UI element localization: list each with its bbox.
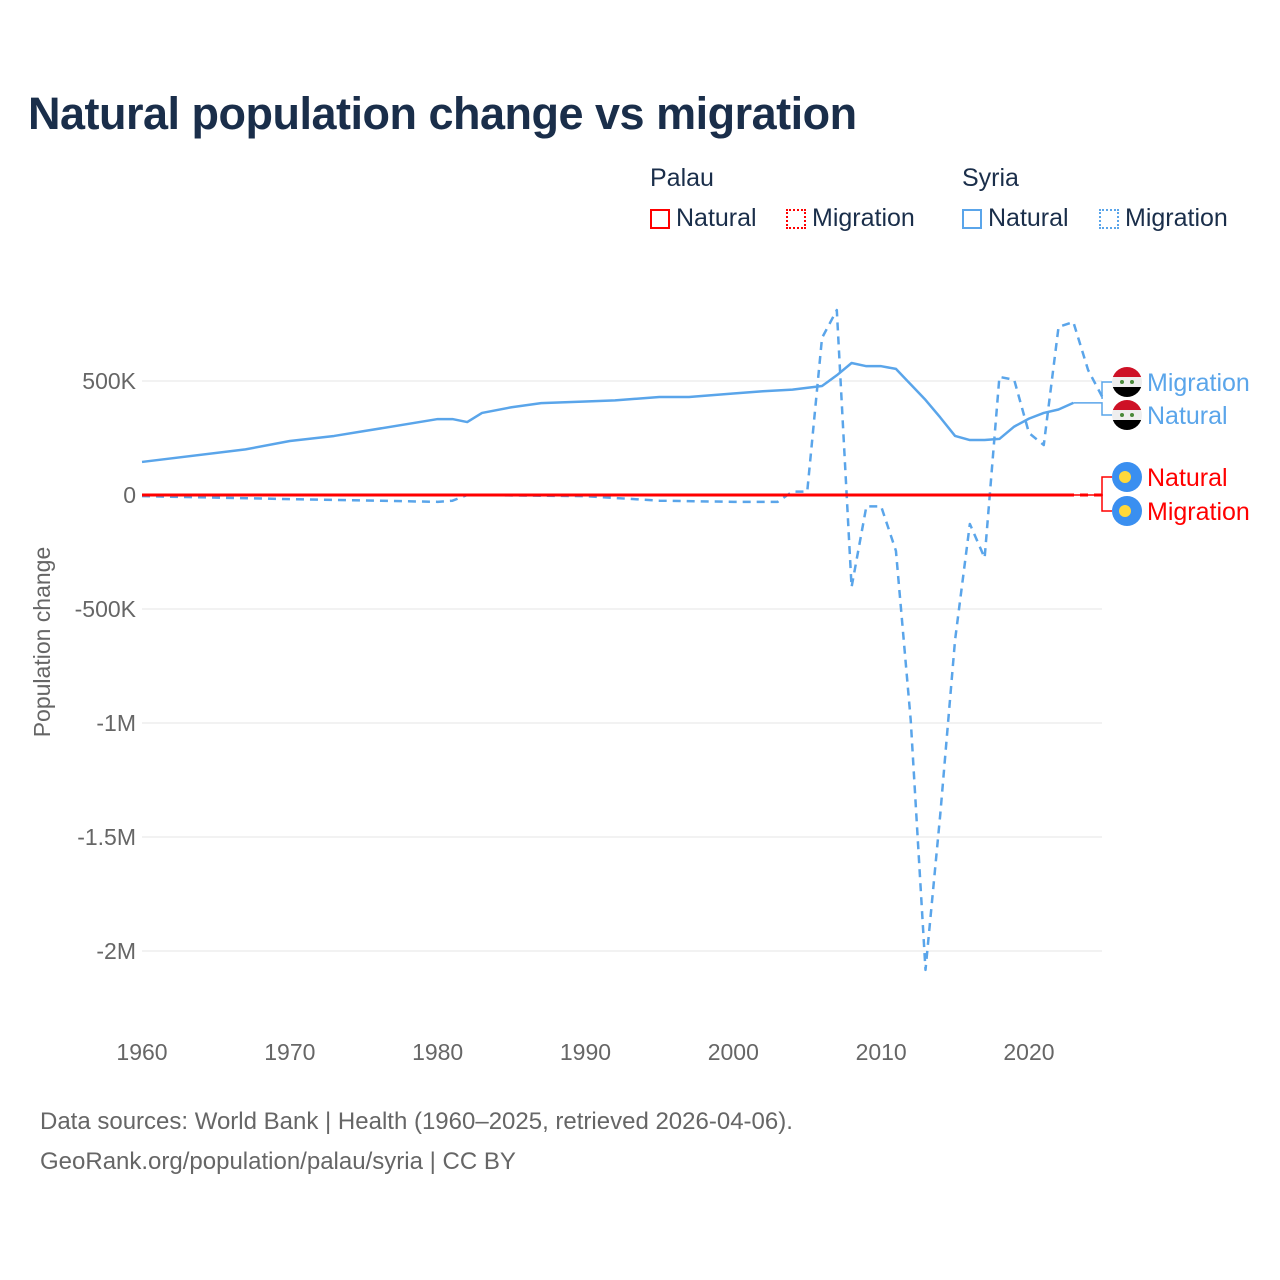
label-connector [1101, 494, 1112, 512]
source-link[interactable]: GeoRank.org/population/palau/syria | CC … [40, 1148, 516, 1175]
y-tick-label: -500K [75, 596, 137, 622]
series-line-syria-natural [141, 361, 1074, 464]
x-tick-label: 2010 [856, 1039, 907, 1065]
legend-swatch [962, 208, 982, 229]
legend-label: Migration [812, 204, 915, 232]
legend-swatch [1099, 208, 1119, 229]
legend-swatch [786, 208, 806, 229]
end-label: Migration [1147, 498, 1250, 526]
y-tick-label: 0 [123, 482, 136, 508]
end-label: Natural [1147, 402, 1228, 430]
series-line-syria-migration [141, 308, 1105, 972]
x-tick-label: 2020 [1003, 1039, 1054, 1065]
palau-flag-icon [1112, 462, 1142, 492]
syria-flag-icon [1112, 400, 1142, 430]
legend-label: Migration [1125, 204, 1228, 232]
legend-group-palau: Palau [650, 164, 714, 192]
source-line: Data sources: World Bank | Health (1960–… [40, 1108, 793, 1135]
legend-swatch [650, 208, 670, 229]
y-tick-label: -1M [96, 710, 136, 736]
y-axis-label: Population change [29, 547, 55, 738]
label-connector [1073, 476, 1112, 496]
x-tick-label: 1970 [264, 1039, 315, 1065]
legend-group-syria: Syria [962, 164, 1019, 192]
end-label: Natural [1147, 464, 1228, 492]
legend-syria-natural[interactable]: Natural [962, 204, 1069, 233]
label-connector [1073, 402, 1112, 416]
y-tick-label: 500K [82, 368, 136, 394]
y-tick-label: -2M [96, 938, 136, 964]
y-tick-label: -1.5M [77, 824, 136, 850]
palau-flag-icon [1112, 496, 1142, 526]
x-tick-label: 1960 [116, 1039, 167, 1065]
legend-label: Natural [676, 204, 757, 232]
syria-flag-icon [1112, 367, 1142, 397]
x-tick-label: 2000 [708, 1039, 759, 1065]
legend-palau-natural[interactable]: Natural [650, 204, 757, 233]
legend-syria-migration[interactable]: Migration [1099, 204, 1228, 233]
end-label: Migration [1147, 369, 1250, 397]
x-tick-label: 1990 [560, 1039, 611, 1065]
chart-title: Natural population change vs migration [28, 88, 857, 139]
legend-palau-migration[interactable]: Migration [786, 204, 915, 233]
x-tick-label: 1980 [412, 1039, 463, 1065]
label-connector [1101, 381, 1112, 399]
legend-label: Natural [988, 204, 1069, 232]
